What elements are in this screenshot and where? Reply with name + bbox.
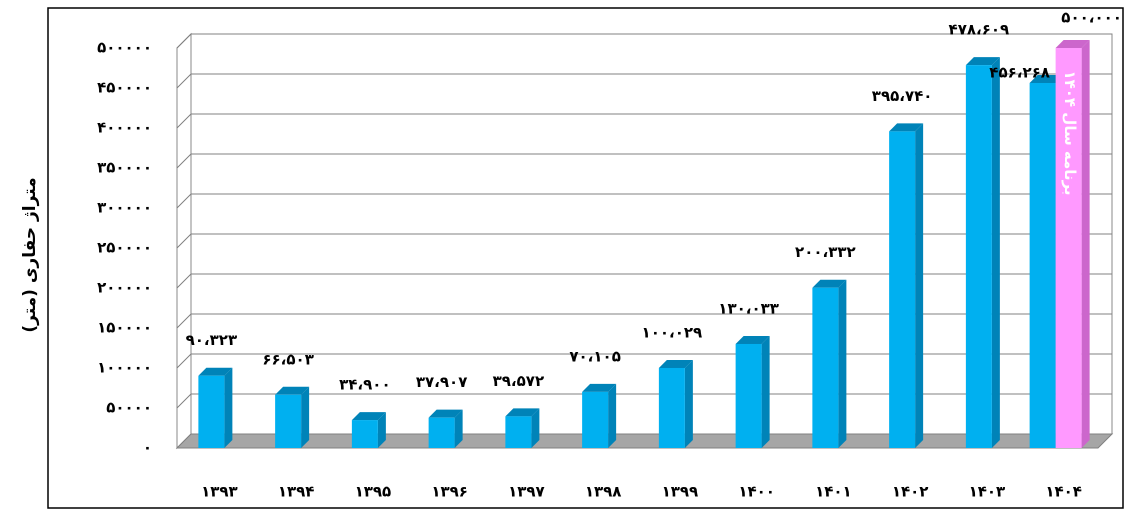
bar-side bbox=[224, 367, 233, 448]
bar bbox=[1055, 48, 1082, 448]
y-tick-label: ۲۰۰۰۰۰ bbox=[97, 279, 152, 297]
bar-top bbox=[1055, 40, 1090, 48]
bar bbox=[505, 416, 532, 448]
bar-top bbox=[658, 359, 693, 368]
bar-side bbox=[915, 123, 924, 449]
bar-top bbox=[428, 409, 463, 418]
bar-side bbox=[684, 359, 693, 448]
bar-side bbox=[377, 412, 386, 448]
bar-top bbox=[275, 386, 310, 395]
y-tick-label: ۴۰۰۰۰۰ bbox=[97, 119, 152, 137]
bar-top bbox=[1029, 74, 1064, 83]
bar bbox=[735, 343, 762, 448]
y-tick-label: ۵۰۰۰۰ bbox=[106, 399, 152, 417]
grid-line bbox=[176, 313, 1112, 329]
x-tick-label: ۱۴۰۲ bbox=[892, 483, 929, 501]
bar bbox=[812, 287, 839, 448]
x-tick-label: ۱۳۹۵ bbox=[355, 483, 392, 501]
y-tick-label: ۳۵۰۰۰۰ bbox=[97, 159, 152, 177]
grid-line bbox=[176, 73, 1112, 89]
value-label: ۷۰،۱۰۵ bbox=[569, 347, 620, 365]
grid-line bbox=[176, 113, 1112, 129]
bar bbox=[965, 65, 992, 449]
y-tick-label: ۱۰۰۰۰۰ bbox=[97, 359, 152, 377]
x-tick-label: ۱۴۰۴ bbox=[1045, 483, 1082, 501]
bar-top bbox=[889, 123, 924, 132]
value-label: ۳۴،۹۰۰ bbox=[339, 376, 390, 394]
bar-top bbox=[351, 412, 386, 421]
y-tick-label: ۱۵۰۰۰۰ bbox=[97, 319, 152, 337]
bar bbox=[582, 391, 609, 448]
grid-line bbox=[176, 233, 1112, 249]
bar-side bbox=[761, 335, 770, 448]
x-tick-label: ۱۳۹۶ bbox=[431, 483, 468, 501]
grid-line bbox=[176, 193, 1112, 209]
bar bbox=[889, 131, 916, 448]
value-label: ۱۳۰،۰۳۳ bbox=[718, 299, 779, 317]
bar bbox=[275, 394, 302, 448]
value-label: ۳۹،۵۷۲ bbox=[493, 372, 544, 390]
bar-top bbox=[812, 279, 847, 288]
y-tick-label: ۳۰۰۰۰۰ bbox=[97, 199, 152, 217]
bar bbox=[428, 417, 455, 448]
bar-side bbox=[1081, 40, 1090, 448]
bar-side bbox=[531, 408, 540, 448]
value-label: ۴۷۸،۶۰۹ bbox=[949, 21, 1010, 39]
bar bbox=[351, 420, 378, 448]
y-axis-label: متراژ حفاری (متر) bbox=[20, 177, 40, 332]
bar-top bbox=[505, 408, 540, 417]
value-label: ۹۰،۳۲۳ bbox=[186, 331, 237, 349]
bar-side bbox=[838, 279, 847, 448]
x-tick-label: ۱۴۰۳ bbox=[969, 483, 1006, 501]
bar-top bbox=[735, 335, 770, 344]
bar-side bbox=[608, 383, 617, 448]
x-tick-label: ۱۳۹۳ bbox=[201, 483, 238, 501]
bar bbox=[198, 375, 225, 448]
bar-side bbox=[454, 409, 463, 448]
bar-top bbox=[198, 367, 233, 376]
bar bbox=[1029, 82, 1056, 449]
x-tick-label: ۱۴۰۱ bbox=[815, 483, 852, 501]
grid-line bbox=[176, 273, 1112, 289]
grid-line bbox=[176, 353, 1112, 369]
x-tick-label: ۱۳۹۹ bbox=[662, 483, 699, 501]
grid-line bbox=[176, 33, 1112, 49]
x-tick-label: ۱۳۹۷ bbox=[508, 483, 545, 501]
x-tick-label: ۱۴۰۰ bbox=[738, 483, 775, 501]
bar-annotation: برنامه سال ۱۴۰۴ bbox=[1061, 70, 1079, 195]
y-tick-label: ۰ bbox=[143, 439, 152, 457]
bar bbox=[658, 367, 685, 448]
value-label: ۳۹۵،۷۴۰ bbox=[872, 87, 933, 105]
value-label: ۶۶،۵۰۳ bbox=[262, 350, 313, 368]
y-tick-label: ۴۵۰۰۰۰ bbox=[97, 79, 152, 97]
floor bbox=[175, 433, 1114, 449]
value-label: ۳۷،۹۰۷ bbox=[416, 373, 467, 391]
value-label: ۱۰۰،۰۲۹ bbox=[642, 323, 703, 341]
x-tick-label: ۱۳۹۸ bbox=[585, 483, 622, 501]
bar-side bbox=[991, 57, 1000, 449]
grid-line bbox=[176, 153, 1112, 169]
bar-side bbox=[301, 386, 310, 448]
value-label: ۲۰۰،۳۳۲ bbox=[795, 243, 856, 261]
value-label: ۵۰۰،۰۰۰ bbox=[1061, 9, 1122, 27]
x-tick-label: ۱۳۹۴ bbox=[278, 483, 315, 501]
bar-top bbox=[582, 383, 617, 392]
y-tick-label: ۲۵۰۰۰۰ bbox=[97, 239, 152, 257]
value-label: ۴۵۶،۲۶۸ bbox=[989, 63, 1050, 81]
y-tick-label: ۵۰۰۰۰۰ bbox=[97, 39, 152, 57]
bar-top bbox=[965, 57, 1000, 66]
grid-line bbox=[176, 393, 1112, 409]
